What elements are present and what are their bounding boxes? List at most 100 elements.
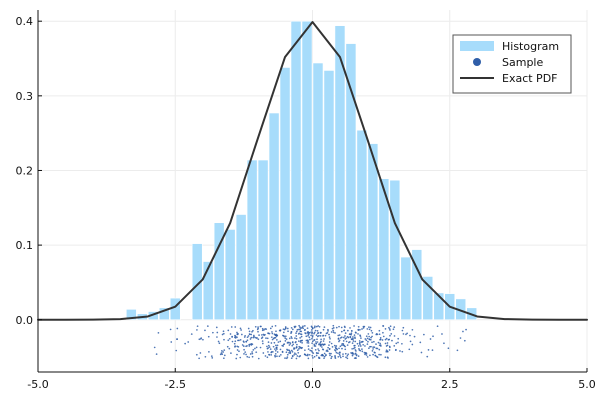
sample-point [274, 344, 277, 347]
histogram-bar [257, 159, 269, 321]
sample-point [338, 325, 340, 328]
sample-point [338, 334, 341, 336]
sample-point [266, 345, 268, 348]
sample-point [309, 338, 311, 341]
sample-point [365, 354, 368, 356]
sample-point [238, 350, 240, 353]
sample-point [325, 353, 327, 356]
sample-point [378, 333, 381, 336]
histogram-bar [301, 20, 313, 321]
sample-point [285, 351, 288, 354]
sample-point [296, 355, 299, 357]
sample-point [371, 335, 373, 338]
sample-point [344, 352, 347, 355]
sample-point [360, 341, 363, 343]
sample-point [281, 351, 284, 353]
sample-point [345, 356, 347, 359]
sample-point [364, 345, 366, 347]
sample-point [320, 340, 322, 343]
sample-point [353, 325, 355, 327]
sample-point [237, 332, 239, 335]
histogram-bar [345, 43, 357, 321]
sample-point [217, 340, 220, 343]
sample-point [249, 338, 252, 340]
sample-point [304, 349, 306, 352]
sample-point [307, 348, 310, 350]
sample-point [306, 341, 309, 344]
sample-point [248, 356, 250, 359]
sample-point [305, 354, 307, 357]
sample-point [344, 345, 346, 348]
sample-point [318, 349, 320, 352]
sample-point [347, 329, 349, 332]
sample-point [307, 333, 310, 336]
sample-point [388, 349, 391, 351]
sample-point [319, 345, 322, 347]
legend-histogram-swatch [460, 41, 494, 51]
sample-point [294, 325, 297, 328]
sample-point [316, 330, 319, 332]
sample-point [402, 333, 405, 335]
sample-point [337, 352, 339, 355]
sample-point [249, 353, 252, 355]
sample-point [324, 334, 327, 337]
sample-point [328, 348, 331, 350]
sample-point [307, 334, 309, 337]
sample-point [387, 338, 390, 341]
sample-point [338, 339, 341, 342]
sample-point [286, 327, 289, 330]
sample-point [315, 341, 317, 343]
sample-point [382, 335, 385, 338]
sample-point [313, 338, 316, 341]
sample-point [361, 328, 363, 330]
sample-point [202, 338, 204, 341]
sample-point [288, 337, 291, 340]
sample-point [386, 342, 389, 344]
sample-point [365, 335, 368, 338]
sample-point [358, 340, 361, 342]
sample-point [329, 337, 331, 340]
sample-point [355, 354, 358, 357]
sample-point [385, 345, 388, 347]
sample-point [331, 346, 334, 348]
sample-point [447, 347, 450, 350]
sample-point [228, 347, 231, 350]
histogram-bar [224, 229, 236, 321]
sample-point [395, 342, 398, 345]
sample-point [456, 349, 459, 352]
histogram-bar [279, 67, 291, 321]
sample-point [300, 335, 303, 338]
sample-point [312, 356, 314, 359]
sample-point [268, 353, 270, 356]
sample-point [319, 335, 322, 337]
sample-point [261, 336, 264, 339]
sample-point [259, 325, 262, 328]
sample-point [305, 335, 308, 338]
sample-point [308, 331, 311, 334]
sample-point [296, 328, 299, 331]
sample-point [328, 333, 330, 336]
sample-point [295, 330, 298, 333]
sample-point [328, 336, 331, 338]
sample-point [289, 341, 291, 344]
sample-point [279, 340, 282, 343]
sample-point [322, 343, 325, 346]
sample-point [306, 327, 309, 330]
sample-point [298, 328, 300, 331]
sample-point [307, 342, 310, 344]
sample-point [339, 345, 342, 348]
sample-point [368, 326, 370, 328]
sample-point [342, 353, 344, 355]
sample-point [299, 341, 302, 343]
sample-point [379, 338, 381, 341]
sample-point [381, 339, 384, 341]
sample-point [323, 355, 326, 358]
histogram-bar [268, 112, 280, 321]
sample-point [311, 336, 314, 338]
sample-point [354, 353, 357, 355]
sample-point [264, 327, 266, 330]
sample-point [313, 355, 316, 358]
sample-point [175, 349, 178, 352]
sample-point [272, 345, 275, 348]
sample-point [216, 331, 219, 334]
